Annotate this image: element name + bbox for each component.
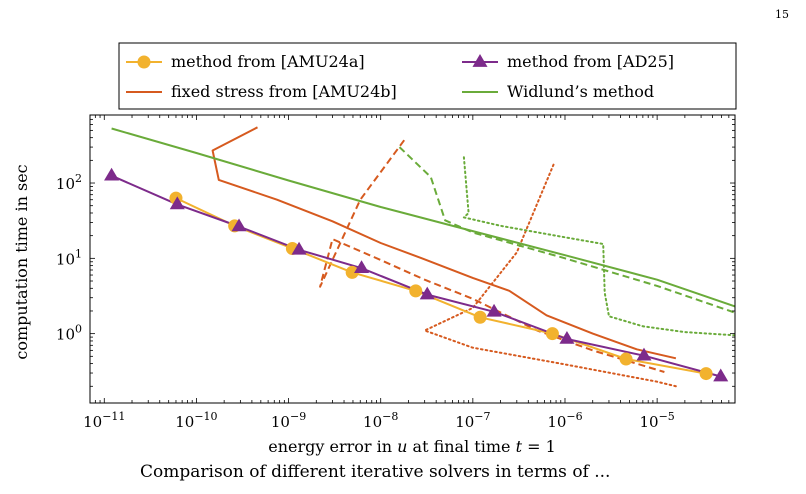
y-axis-label: computation time in sec	[12, 164, 31, 359]
x-tick-label: 10−5	[639, 410, 674, 431]
series-line-0	[175, 197, 707, 375]
y-tick-label: 101	[56, 247, 82, 268]
series-1-point-7	[559, 330, 575, 344]
legend-entry-label: fixed stress from [AMU24b]	[171, 82, 397, 101]
series-1-point-6	[486, 303, 502, 317]
legend: method from [AMU24a] method from [AD25] fi…	[118, 42, 737, 110]
series-1-point-8	[636, 347, 652, 361]
x-tick-label: 10−11	[83, 410, 125, 431]
series-1-point-3	[291, 241, 307, 255]
legend-entry-label: method from [AMU24a]	[171, 52, 365, 71]
x-axis-label: energy error in u at final time t = 1	[268, 437, 556, 456]
series-1-point-0	[104, 167, 120, 181]
series-1-point-2	[231, 218, 247, 232]
legend-marker	[472, 54, 488, 67]
series-0-point-4	[409, 284, 423, 298]
plot-frame	[89, 114, 736, 404]
plot-area	[104, 126, 735, 388]
series-1-point-4	[354, 260, 370, 274]
x-tick-label: 10−7	[455, 410, 490, 431]
chart: 10−11 10−10 10−9 10−8 10−7 10−6 10−5100101102 …	[12, 42, 737, 456]
legend-entry-label: Widlund’s method	[507, 82, 654, 101]
series-line-3	[111, 127, 735, 308]
x-tick-label: 10−6	[547, 410, 582, 431]
x-tick-label: 10−10	[175, 410, 217, 431]
series-0-point-5	[473, 310, 487, 324]
series-line-4	[319, 139, 665, 373]
legend-marker	[137, 55, 151, 69]
legend-box	[118, 42, 737, 110]
series-line-2	[211, 126, 677, 360]
series-1-point-1	[169, 196, 185, 210]
y-tick-label: 100	[56, 323, 82, 344]
x-tick-label: 10−8	[363, 410, 398, 431]
series-1-point-5	[419, 286, 435, 300]
series-line-6	[398, 146, 735, 314]
series-0-point-7	[619, 352, 633, 366]
series-1-point-9	[713, 368, 729, 382]
series-line-1	[111, 174, 721, 378]
page-number: 15	[775, 8, 789, 21]
series-0-point-8	[699, 367, 713, 381]
x-tick-label: 10−9	[271, 410, 306, 431]
axes: 10−11 10−10 10−9 10−8 10−7 10−6 10−5 100 101 102	[56, 114, 736, 431]
y-tick-label: 102	[56, 172, 82, 193]
legend-entry-label: method from [AD25]	[507, 52, 674, 71]
figure-caption: Comparison of different iterative solver…	[140, 462, 611, 482]
series-line-7	[462, 156, 735, 337]
series-line-5	[423, 163, 677, 388]
series-0-point-6	[545, 327, 559, 341]
